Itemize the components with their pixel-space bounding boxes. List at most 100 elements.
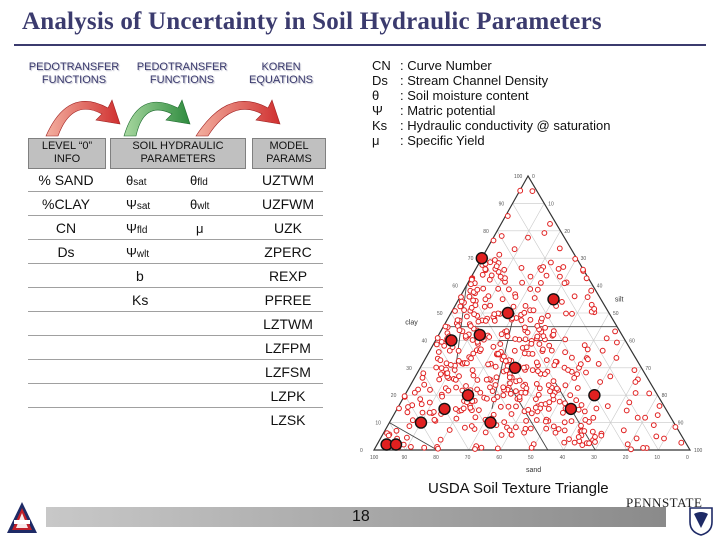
sample-point: [472, 414, 479, 421]
figure-caption: USDA Soil Texture Triangle: [428, 480, 609, 497]
sample-point: [521, 309, 528, 316]
class-centroid-point: [475, 251, 489, 265]
sample-point: [479, 271, 486, 278]
sample-point: [527, 316, 534, 323]
sample-point: [471, 311, 477, 318]
sample-point: [543, 357, 550, 364]
sample-point: [492, 257, 498, 263]
sample-point: [634, 414, 641, 421]
flow-arrows: [45, 99, 281, 137]
header-ptf-2-text: PEDOTRANSFER FUNCTIONS: [136, 61, 228, 86]
sample-point: [456, 373, 462, 380]
sample-point: [500, 392, 507, 399]
legend-item: θ: Soil moisture content: [372, 88, 610, 103]
sample-point: [408, 444, 414, 450]
sample-point: [640, 445, 647, 451]
row-separator: [28, 215, 323, 216]
sample-point: [417, 396, 424, 403]
sample-point: [418, 401, 425, 408]
texture-boundary: [554, 381, 596, 451]
sample-point: [592, 434, 598, 440]
sample-point: [535, 368, 541, 375]
row-separator: [28, 407, 323, 408]
sample-point: [545, 312, 551, 319]
legend-abbr: Ds: [372, 73, 388, 88]
header-ptf-1: PEDOTRANSFER FUNCTIONS: [24, 61, 124, 87]
university-logo-icon: [7, 502, 37, 533]
class-centroid-point: [547, 293, 560, 306]
sample-point: [592, 439, 598, 445]
sample-point: [628, 446, 634, 453]
tick-label: 60: [496, 455, 502, 461]
sample-point: [598, 432, 605, 439]
sample-point: [438, 339, 445, 345]
sample-point: [490, 343, 497, 350]
header-koren-text: KOREN EQUATIONS: [249, 61, 313, 86]
sample-point: [541, 230, 548, 236]
tick-label: 40: [597, 284, 603, 290]
legend-abbr: μ: [372, 133, 380, 148]
param-psi-wlt: Ψwlt: [126, 244, 149, 260]
param-subscript: fld: [136, 225, 148, 236]
box-soil-hydraulic: SOIL HYDRAULIC PARAMETERS: [110, 138, 246, 169]
sample-point: [512, 294, 519, 300]
sample-point: [426, 399, 433, 406]
row-separator: [28, 191, 323, 192]
sample-point: [566, 436, 572, 443]
sample-point: [661, 435, 667, 442]
sample-point: [478, 444, 485, 451]
sample-point: [491, 311, 498, 318]
sample-point: [523, 385, 530, 392]
model-param: LZFPM: [265, 340, 311, 356]
sample-point: [522, 336, 529, 343]
sample-points: [381, 187, 685, 453]
tick-label: 80: [662, 393, 668, 399]
sample-point: [504, 213, 511, 219]
tick-label: 20: [564, 229, 570, 235]
param-psi-fld: Ψfld: [126, 220, 147, 236]
sample-point: [529, 188, 536, 195]
sample-point: [467, 323, 474, 329]
sample-point: [511, 347, 518, 354]
class-centroid-point: [588, 388, 601, 402]
sample-point: [575, 434, 582, 440]
sample-point: [543, 272, 550, 279]
sample-point: [523, 344, 530, 351]
sample-point: [433, 341, 440, 348]
sample-point: [468, 355, 474, 362]
param-subscript: wlt: [136, 249, 150, 260]
sample-point: [470, 297, 476, 304]
sample-point: [474, 386, 480, 393]
sample-point: [583, 369, 589, 376]
sample-point: [548, 347, 555, 354]
sample-point: [385, 432, 392, 439]
page-number: 18: [352, 508, 370, 525]
sample-point: [614, 339, 620, 346]
sample-point: [393, 427, 400, 434]
sample-point: [497, 341, 504, 347]
sample-point: [481, 303, 488, 310]
tick-label: 70: [468, 256, 474, 262]
sample-point: [563, 310, 569, 317]
legend-desc: : Soil moisture content: [400, 88, 529, 103]
sample-point: [654, 412, 661, 419]
sample-point: [572, 256, 579, 262]
sample-point: [442, 323, 449, 330]
sample-point: [522, 389, 529, 396]
sample-point: [453, 384, 459, 391]
header-ptf-1-text: PEDOTRANSFER FUNCTIONS: [28, 61, 120, 86]
sample-point: [568, 418, 575, 425]
sample-point: [581, 342, 588, 349]
legend-abbr: Ψ: [372, 103, 383, 118]
sample-point: [511, 246, 518, 253]
sample-point: [547, 221, 553, 227]
sample-point: [500, 384, 507, 391]
sample-point: [562, 336, 569, 343]
tick-label: 50: [528, 455, 534, 461]
sample-point: [589, 428, 596, 435]
sample-point: [585, 356, 591, 363]
sample-point: [507, 390, 514, 397]
sample-point: [599, 347, 606, 354]
tick-label: 90: [678, 421, 684, 427]
sample-point: [409, 417, 416, 424]
